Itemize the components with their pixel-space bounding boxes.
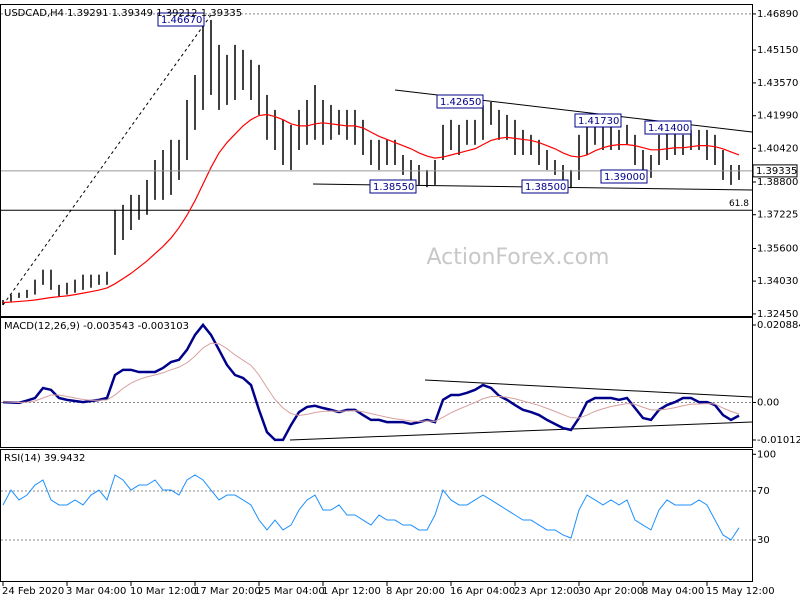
watermark: ActionForex.com: [427, 245, 610, 270]
y-tick-label: 1.38800: [757, 177, 798, 188]
y-tick-label: 1.41990: [757, 111, 798, 122]
trend-line: [424, 379, 753, 398]
x-tick-label: 15 May 12:00: [706, 586, 775, 597]
series-line: [2, 113, 740, 304]
rsi-panel-frame: [0, 449, 753, 582]
y-tick-label: 1.43570: [757, 78, 798, 89]
annotation-box: [436, 94, 484, 109]
x-tick-label: 30 Apr 20:00: [578, 586, 643, 597]
x-tick-label: 17 Mar 20:00: [194, 586, 261, 597]
macd-panel-frame: [0, 317, 753, 448]
x-tick-label: 25 Mar 04:00: [258, 586, 325, 597]
price-panel-frame: [0, 4, 753, 317]
x-tick-label: 8 Apr 20:00: [386, 586, 445, 597]
series-line: [2, 342, 740, 422]
annotation: 1.39000: [604, 172, 645, 183]
annotation-box: [157, 12, 205, 27]
annotation: 1.38500: [525, 182, 566, 193]
y-tick-label: 1.37225: [757, 210, 798, 221]
y-tick-label: 1.46890: [757, 9, 798, 20]
annotation: 1.41730: [578, 116, 619, 127]
y-tick-label: 70: [757, 486, 770, 497]
y-tick-label: -0.010121: [757, 435, 800, 446]
x-tick-label: 23 Apr 12:00: [514, 586, 579, 597]
annotation: 1.41400: [648, 123, 689, 134]
y-tick-label: 1.40420: [757, 143, 798, 154]
x-tick-label: 16 Apr 04:00: [450, 586, 515, 597]
y-tick-label: 0.020884: [757, 320, 800, 331]
y-tick-label: 100: [757, 449, 776, 460]
y-tick-label: 1.32450: [757, 309, 798, 320]
last-price-box: [752, 164, 798, 178]
y-tick-label: 1.45150: [757, 45, 798, 56]
fib-label: 61.8: [729, 199, 749, 209]
trend-line: [289, 421, 753, 441]
y-tick-label: 1.34030: [757, 276, 798, 287]
annotation: 1.38550: [373, 182, 414, 193]
x-tick-label: 24 Feb 2020: [2, 586, 64, 597]
annotation-box: [644, 120, 692, 135]
series-line: [2, 474, 740, 541]
series-line: [2, 322, 740, 442]
x-tick-label: 1 Apr 12:00: [322, 586, 381, 597]
x-tick-label: 10 Mar 12:00: [130, 586, 197, 597]
last-price-label: 1.39335: [756, 166, 797, 177]
x-tick-label: 3 Mar 04:00: [66, 586, 126, 597]
annotation: 1.46670: [161, 15, 202, 26]
annotation: 1.42650: [440, 97, 481, 108]
annotation-box: [521, 179, 569, 194]
y-tick-label: 30: [757, 535, 770, 546]
annotation-box: [574, 113, 622, 128]
panel-title: USDCAD,H4 1.39291 1.39349 1.39212 1.3933…: [4, 8, 242, 19]
annotation-box: [369, 179, 417, 194]
panel-title: RSI(14) 39.9432: [4, 453, 85, 464]
y-tick-label: 0.00: [757, 397, 779, 408]
annotation-box: [600, 169, 648, 184]
y-tick-label: 1.35600: [757, 243, 798, 254]
panel-title: MACD(12,26,9) -0.003543 -0.003103: [4, 321, 189, 332]
x-tick-label: 8 May 04:00: [642, 586, 704, 597]
